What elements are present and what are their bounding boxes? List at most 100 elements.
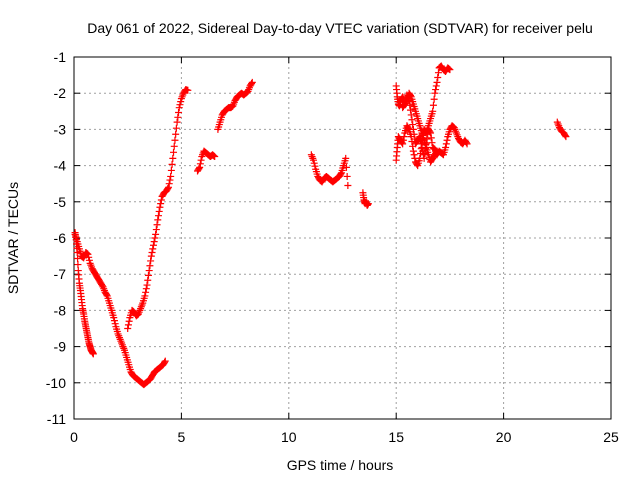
data-point [172, 124, 180, 132]
y-tick-label: -3 [54, 121, 67, 137]
chart-title: Day 061 of 2022, Sidereal Day-to-day VTE… [87, 20, 593, 36]
data-point [144, 276, 152, 284]
data-point [433, 147, 441, 155]
data-point [248, 80, 256, 88]
data-point [149, 241, 157, 249]
y-tick-label: -4 [54, 158, 67, 174]
data-point [432, 148, 440, 156]
x-tick-label: 10 [281, 429, 297, 445]
data-point [147, 257, 155, 265]
data-point [74, 255, 82, 263]
data-point [166, 176, 174, 184]
data-point [196, 163, 204, 171]
data-point [309, 154, 317, 162]
data-point [175, 109, 183, 117]
x-tick-label: 20 [496, 429, 512, 445]
y-tick-label: -11 [47, 411, 66, 427]
data-point [154, 212, 162, 220]
data-point [407, 111, 415, 119]
data-point [432, 86, 440, 94]
data-point [153, 221, 161, 229]
data-point [308, 153, 316, 161]
data-point [85, 253, 93, 261]
y-tick-label: -10 [46, 375, 66, 391]
data-point [343, 172, 351, 180]
data-point [98, 282, 106, 290]
data-point [175, 104, 183, 112]
data-point [145, 267, 153, 275]
data-point [110, 317, 118, 325]
data-point [143, 281, 151, 289]
x-tick-label: 25 [603, 429, 619, 445]
data-point [562, 133, 570, 141]
y-tick-labels: -11 -10 -9 -8 -7 -6 -5 -4 -3 -2 -1 [46, 49, 66, 427]
data-point [399, 136, 407, 144]
data-point [83, 249, 91, 257]
data-point [103, 291, 111, 299]
x-tick-label: 0 [70, 429, 78, 445]
y-axis-label: SDTVAR / TECUs [5, 182, 21, 294]
data-point [124, 321, 132, 329]
data-point [311, 162, 319, 170]
data-point [161, 357, 169, 365]
data-point [400, 133, 408, 141]
data-point [195, 165, 203, 173]
data-point [427, 134, 435, 142]
data-point [196, 160, 204, 168]
data-point [407, 92, 415, 100]
data-point [445, 65, 453, 73]
data-point [209, 151, 217, 159]
data-point [165, 180, 173, 188]
x-tick-label: 15 [388, 429, 404, 445]
data-point [248, 78, 256, 86]
data-point [407, 106, 415, 114]
data-point [85, 256, 93, 264]
data-point [161, 358, 169, 366]
data-point [167, 172, 175, 180]
y-tick-label: -9 [54, 339, 67, 355]
data-point [431, 89, 439, 97]
data-points [71, 62, 570, 389]
data-point [110, 314, 118, 322]
x-tick-labels: 0 5 10 15 20 25 [70, 429, 619, 445]
data-point [111, 320, 119, 328]
data-point [164, 185, 172, 193]
data-point [463, 140, 471, 148]
data-point [157, 196, 165, 204]
data-point [409, 147, 417, 155]
data-point [430, 95, 438, 103]
data-point [148, 248, 156, 256]
data-point [364, 200, 372, 208]
data-point [173, 118, 181, 126]
data-point [429, 107, 437, 115]
data-point [434, 74, 442, 82]
data-point [407, 133, 415, 141]
data-point [432, 82, 440, 90]
data-point [417, 145, 425, 153]
data-point [310, 156, 318, 164]
data-point [342, 154, 350, 162]
data-point [443, 136, 451, 144]
data-point [152, 230, 160, 238]
data-point [172, 130, 180, 138]
data-point [125, 317, 133, 325]
data-point [416, 154, 424, 162]
data-point [444, 64, 452, 72]
data-point [409, 121, 417, 129]
data-point [422, 128, 430, 136]
data-point [154, 216, 162, 224]
data-point [147, 252, 155, 260]
data-point [184, 86, 192, 94]
data-point [149, 245, 157, 253]
data-point [142, 288, 150, 296]
data-point [337, 170, 345, 178]
data-point [157, 200, 165, 208]
y-tick-label: -6 [54, 230, 67, 246]
data-point [561, 131, 569, 139]
axis-ticks [73, 56, 612, 420]
data-point [89, 350, 97, 358]
data-point [171, 136, 179, 144]
data-point [399, 140, 407, 148]
data-point [404, 124, 412, 132]
